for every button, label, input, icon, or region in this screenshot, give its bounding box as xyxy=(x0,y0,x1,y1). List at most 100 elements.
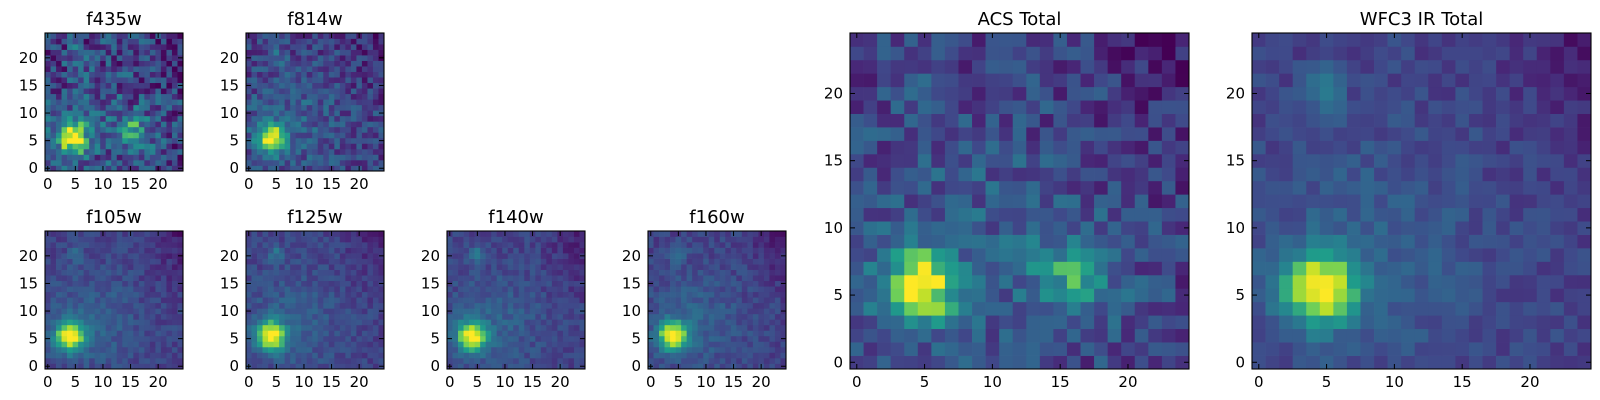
pixel-cell xyxy=(447,302,453,309)
pixel-cell xyxy=(345,308,352,315)
pixel-cell xyxy=(72,126,79,133)
pixel-cell xyxy=(1346,234,1361,249)
pixel-cell xyxy=(45,88,51,95)
pixel-cell xyxy=(284,159,291,166)
pixel-cell xyxy=(1360,194,1375,209)
pixel-cell xyxy=(1279,153,1294,168)
pixel-cell xyxy=(67,33,73,39)
pixel-cell xyxy=(78,88,84,95)
pixel-cell xyxy=(551,286,558,293)
pixel-cell xyxy=(279,159,285,166)
pixel-cell xyxy=(323,291,330,298)
pixel-cell xyxy=(89,137,96,144)
pixel-cell xyxy=(328,297,335,304)
pixel-cell xyxy=(166,275,173,282)
pixel-cell xyxy=(78,253,84,259)
pixel-cell xyxy=(50,236,57,243)
pixel-cell xyxy=(116,357,123,364)
pixel-cell xyxy=(122,55,129,61)
pixel-cell xyxy=(1333,207,1348,222)
pixel-cell xyxy=(345,286,352,293)
pixel-cell xyxy=(1175,73,1190,88)
pixel-cell xyxy=(94,66,101,72)
pixel-cell xyxy=(1482,355,1497,370)
pixel-cell xyxy=(659,236,665,243)
pixel-cell xyxy=(50,55,57,61)
pixel-cell xyxy=(105,88,112,95)
pixel-cell xyxy=(944,328,959,343)
pixel-cell xyxy=(1292,315,1307,330)
pixel-cell xyxy=(1175,207,1190,222)
pixel-cell xyxy=(56,143,62,150)
pixel-cell xyxy=(166,231,173,237)
pixel-cell xyxy=(758,253,765,259)
pixel-cell xyxy=(367,137,374,144)
pixel-cell xyxy=(999,315,1014,330)
pixel-cell xyxy=(579,341,586,348)
pixel-cell xyxy=(155,308,162,315)
pixel-cell xyxy=(61,165,68,172)
pixel-cell xyxy=(334,302,341,309)
pixel-cell xyxy=(356,82,363,89)
pixel-cell xyxy=(177,291,184,298)
pixel-cell xyxy=(904,301,919,316)
pixel-cell xyxy=(458,357,464,364)
pixel-cell xyxy=(1121,274,1136,289)
pixel-cell xyxy=(877,167,892,182)
pixel-cell xyxy=(372,44,379,50)
pixel-cell xyxy=(719,269,726,276)
pixel-cell xyxy=(1319,167,1334,182)
pixel-cell xyxy=(262,297,269,304)
pixel-cell xyxy=(730,258,737,265)
pixel-cell xyxy=(890,207,905,222)
pixel-cell xyxy=(863,59,878,74)
pixel-cell xyxy=(356,302,363,309)
pixel-cell xyxy=(149,291,156,298)
pixel-cell xyxy=(345,247,352,254)
pixel-cell xyxy=(171,280,178,287)
pixel-cell xyxy=(127,319,134,326)
pixel-cell xyxy=(469,286,475,293)
pixel-cell xyxy=(452,346,459,353)
pixel-cell xyxy=(551,247,558,254)
pixel-cell xyxy=(273,258,280,265)
pixel-cell xyxy=(452,280,459,287)
pixel-cell xyxy=(664,269,671,276)
pixel-cell xyxy=(45,159,51,166)
pixel-cell xyxy=(306,280,313,287)
pixel-cell xyxy=(1066,234,1081,249)
pixel-cell xyxy=(752,280,759,287)
pixel-cell xyxy=(111,313,118,320)
pixel-cell xyxy=(1134,328,1149,343)
pixel-cell xyxy=(692,275,699,282)
pixel-cell xyxy=(774,247,781,254)
pixel-cell xyxy=(675,319,682,326)
pixel-cell xyxy=(540,346,547,353)
pixel-cell xyxy=(367,55,374,61)
pixel-cell xyxy=(251,335,258,342)
pixel-cell xyxy=(648,275,654,282)
pixel-cell xyxy=(334,330,341,337)
pixel-cell xyxy=(111,137,118,144)
pixel-cell xyxy=(686,258,693,265)
pixel-cell xyxy=(752,357,759,364)
pixel-cell xyxy=(306,126,313,133)
pixel-cell xyxy=(372,313,379,320)
pixel-cell xyxy=(719,242,726,248)
pixel-cell xyxy=(458,341,464,348)
pixel-cell xyxy=(480,363,486,370)
pixel-cell xyxy=(1319,180,1334,195)
pixel-cell xyxy=(166,71,173,78)
pixel-cell xyxy=(485,319,492,326)
pixel-cell xyxy=(361,126,368,133)
pixel-cell xyxy=(999,180,1014,195)
pixel-cell xyxy=(301,154,308,161)
pixel-cell xyxy=(251,60,258,67)
pixel-cell xyxy=(653,297,660,304)
pixel-cell xyxy=(317,110,324,117)
y-tick-label: 0 xyxy=(229,357,239,375)
pixel-cell xyxy=(72,291,79,298)
pixel-cell xyxy=(736,291,743,298)
pixel-cell xyxy=(1026,86,1041,101)
pixel-cell xyxy=(686,264,693,270)
